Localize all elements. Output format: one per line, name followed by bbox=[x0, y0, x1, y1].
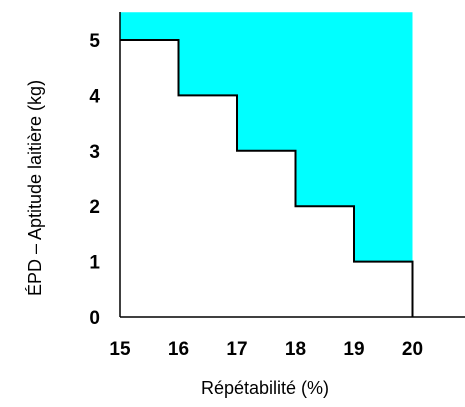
y-tick-label: 5 bbox=[89, 31, 100, 52]
x-tick-label: 17 bbox=[226, 339, 247, 360]
y-tick-label: 2 bbox=[89, 197, 100, 218]
y-tick-labels: 0 1 2 3 4 5 bbox=[89, 31, 100, 329]
y-tick-label: 1 bbox=[89, 253, 100, 274]
x-tick-label: 16 bbox=[168, 339, 189, 360]
y-tick-label: 4 bbox=[89, 86, 100, 107]
x-tick-label: 20 bbox=[402, 339, 423, 360]
x-tick-label: 18 bbox=[285, 339, 306, 360]
plot-area bbox=[119, 12, 465, 318]
x-tick-label: 19 bbox=[343, 339, 364, 360]
y-tick-label: 0 bbox=[89, 308, 100, 329]
x-axis-title: Répétabilité (%) bbox=[201, 378, 329, 398]
shaded-region bbox=[120, 12, 413, 318]
y-tick-label: 3 bbox=[89, 142, 100, 163]
step-line bbox=[120, 39, 414, 317]
x-tick-label: 15 bbox=[109, 339, 131, 360]
x-tick-labels: 15 16 17 18 19 20 bbox=[109, 339, 423, 360]
y-axis-title: ÉPD – Aptitude laitière (kg) bbox=[25, 80, 45, 296]
